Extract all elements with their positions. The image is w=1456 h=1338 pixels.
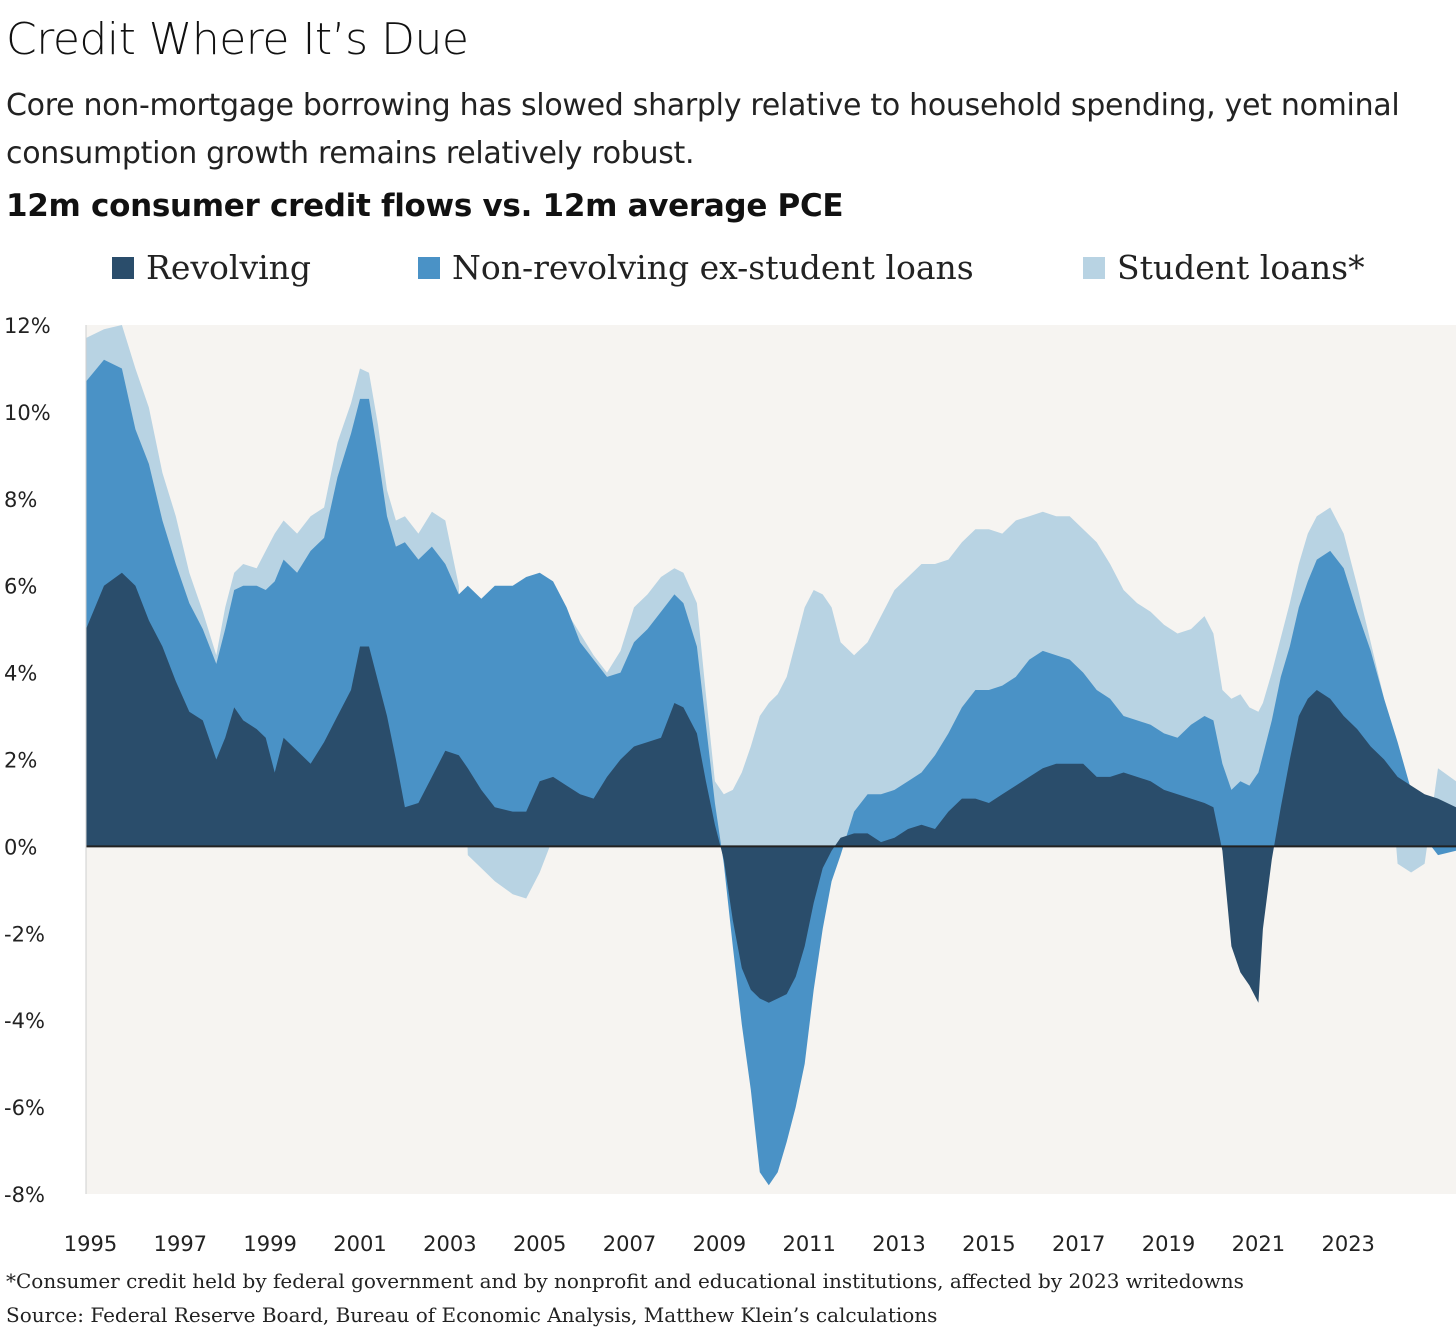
area-nonrevolving (86, 359, 1456, 1186)
legend-label-nonrevolving: Non-revolving ex-student loans (452, 248, 974, 287)
footnote-source: Source: Federal Reserve Board, Bureau of… (6, 1303, 938, 1327)
chart-areas (86, 325, 1456, 1186)
legend-swatch-student (1083, 256, 1105, 279)
x-tick-label: 1997 (154, 1232, 207, 1256)
x-tick-label: 2009 (693, 1232, 746, 1256)
x-tick-label: 1995 (64, 1232, 117, 1256)
x-tick-label: 2015 (962, 1232, 1015, 1256)
y-tick-label: 10% (4, 401, 51, 425)
x-tick-label: 2021 (1232, 1232, 1285, 1256)
y-axis-ticks: 12% 10% 8% 6% 4% 2% 0% -2% -4% -6% -8% (4, 314, 51, 1207)
x-tick-label: 1999 (243, 1232, 296, 1256)
legend-label-student: Student loans* (1117, 248, 1365, 287)
x-axis-ticks: 1995 1997 1999 2001 2003 2005 2007 2009 2011 2013… (64, 1232, 1375, 1256)
x-tick-label: 2007 (603, 1232, 656, 1256)
legend-item-revolving: Revolving (112, 248, 311, 287)
y-tick-label: -6% (4, 1096, 45, 1120)
page-subtitle: Core non-mortgage borrowing has slowed s… (6, 88, 1400, 171)
x-tick-label: 2013 (872, 1232, 925, 1256)
x-tick-label: 2017 (1052, 1232, 1105, 1256)
y-tick-label: 0% (4, 835, 37, 859)
page-title: Credit Where It’s Due (6, 14, 469, 65)
y-tick-label: -8% (4, 1183, 45, 1207)
legend-swatch-nonrevolving (418, 256, 440, 279)
legend-label-revolving: Revolving (146, 248, 312, 287)
x-tick-label: 2001 (333, 1232, 386, 1256)
area-revolving (86, 572, 1456, 1003)
y-tick-label: 8% (4, 488, 37, 512)
chart-footnote: *Consumer credit held by federal governm… (6, 1264, 1244, 1332)
y-tick-label: -2% (4, 922, 45, 946)
y-tick-label: 6% (4, 575, 37, 599)
x-tick-label: 2005 (513, 1232, 566, 1256)
y-tick-label: 12% (4, 314, 51, 338)
chart-legend: Revolving Non-revolving ex-student loans… (0, 240, 1456, 296)
legend-item-nonrevolving: Non-revolving ex-student loans (418, 248, 974, 287)
x-tick-label: 2019 (1142, 1232, 1195, 1256)
x-tick-label: 2003 (423, 1232, 476, 1256)
y-tick-label: 4% (4, 662, 37, 686)
chart-title: 12m consumer credit flows vs. 12m averag… (6, 188, 844, 224)
y-tick-label: 2% (4, 749, 37, 773)
legend-swatch-revolving (112, 256, 134, 279)
x-tick-label: 2011 (782, 1232, 835, 1256)
y-tick-label: -4% (4, 1009, 45, 1033)
legend-item-student: Student loans* (1083, 248, 1365, 287)
x-tick-label: 2023 (1321, 1232, 1374, 1256)
footnote-note: *Consumer credit held by federal governm… (6, 1269, 1244, 1293)
